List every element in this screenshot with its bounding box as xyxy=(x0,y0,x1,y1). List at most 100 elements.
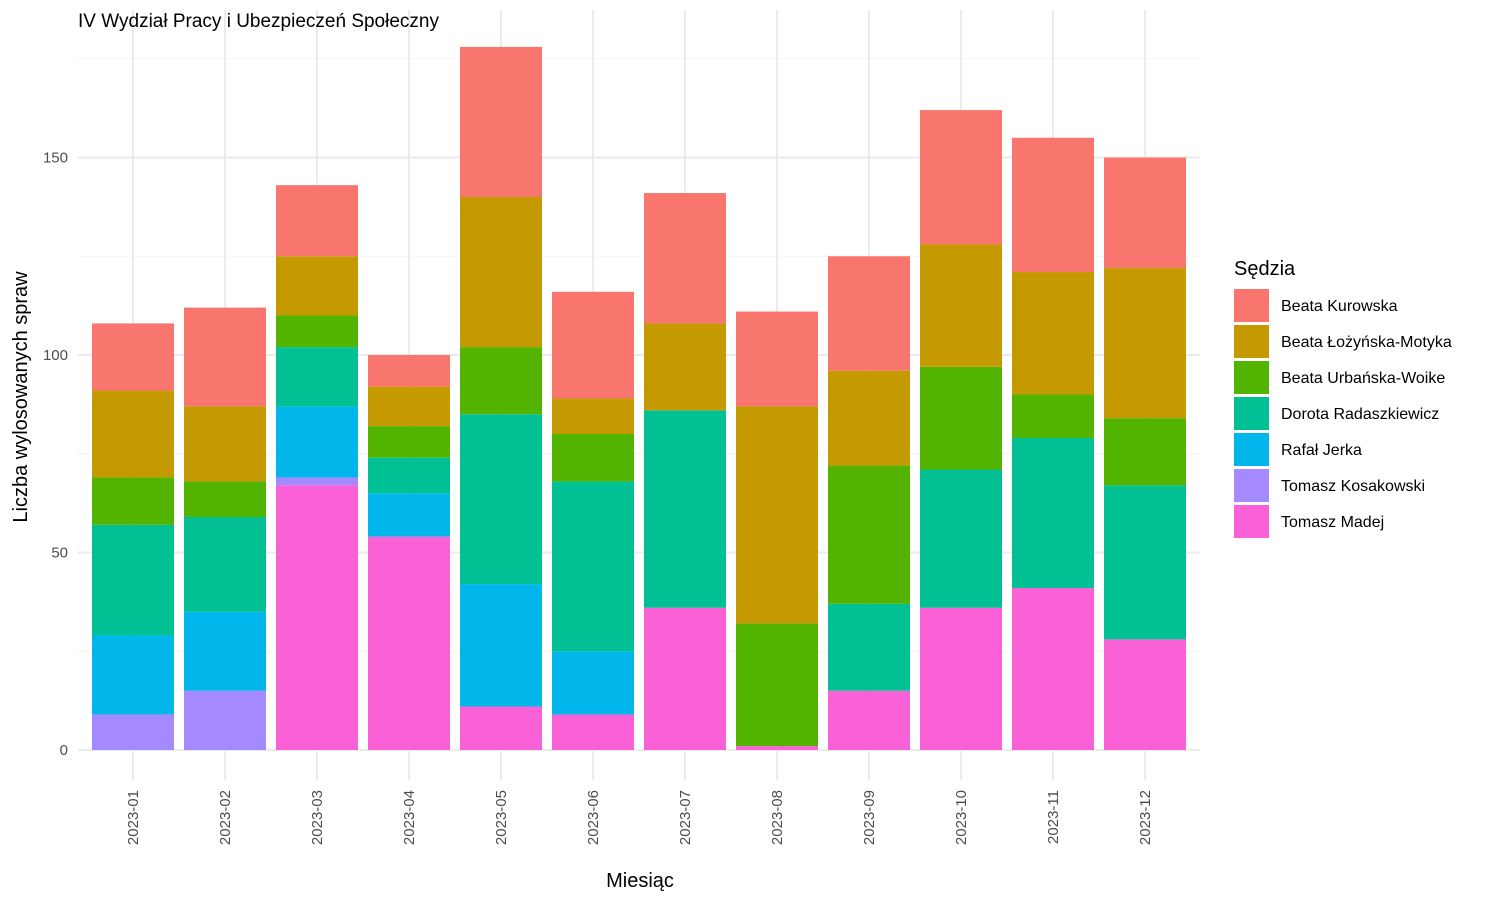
bar-segment xyxy=(184,481,266,517)
bar-segment xyxy=(736,406,818,624)
bar-segment xyxy=(828,256,910,371)
bar-segment xyxy=(92,477,174,525)
y-tick-label: 150 xyxy=(43,150,68,167)
bar-segment xyxy=(920,244,1002,367)
bar-segment xyxy=(276,347,358,407)
legend-label: Dorota Radaszkiewicz xyxy=(1281,406,1439,423)
bar-segment xyxy=(736,311,818,407)
legend-label: Beata Łożyńska-Motyka xyxy=(1281,334,1452,351)
bar-segment xyxy=(1012,137,1094,273)
legend-label: Rafał Jerka xyxy=(1281,442,1362,459)
bar-segment xyxy=(460,706,542,750)
bar-segment xyxy=(184,516,266,612)
bar-segment xyxy=(1012,394,1094,438)
bar-segment xyxy=(460,347,542,415)
legend-title: Sędzia xyxy=(1234,258,1296,280)
y-tick-label: 50 xyxy=(51,545,68,562)
legend-label: Tomasz Madej xyxy=(1281,514,1384,531)
bar-segment xyxy=(920,607,1002,750)
bar-segment xyxy=(460,584,542,707)
bar-segment xyxy=(828,370,910,466)
legend-label: Beata Kurowska xyxy=(1281,298,1398,315)
bar-segment xyxy=(552,651,634,715)
legend: Sędzia Beata Kurowska Beata Łożyńska-Moty… xyxy=(1234,258,1452,538)
bar-segment xyxy=(1012,588,1094,750)
bar-segment xyxy=(92,323,174,391)
legend-swatch xyxy=(1234,469,1269,502)
bar-segment xyxy=(1104,268,1186,419)
bar-segment xyxy=(368,493,450,537)
bar-segment xyxy=(644,410,726,608)
legend-swatch xyxy=(1234,325,1269,358)
legend-label: Beata Urbańska-Woike xyxy=(1281,370,1445,387)
bar-segment xyxy=(276,477,358,486)
y-tick-label: 100 xyxy=(43,347,68,364)
bar-segment xyxy=(1104,639,1186,750)
x-tick-label: 2023-01 xyxy=(125,790,142,845)
bar-segment xyxy=(368,457,450,494)
bar-segment xyxy=(828,603,910,691)
bar-segment xyxy=(92,714,174,750)
bar-segment xyxy=(1012,437,1094,589)
bar-segment xyxy=(276,406,358,478)
bar-segment xyxy=(460,197,542,348)
axes: 0 50 100 150 2023-01 2023-02 2023-03 2023-04 202… xyxy=(43,150,1154,846)
x-tick-label: 2023-09 xyxy=(861,790,878,845)
legend-label: Tomasz Kosakowski xyxy=(1281,478,1425,495)
bar-segment xyxy=(276,485,358,750)
bar-segment xyxy=(552,481,634,652)
x-tick-label: 2023-06 xyxy=(585,790,602,845)
bar-segment xyxy=(552,714,634,750)
bar-segment xyxy=(644,607,726,750)
bar-segment xyxy=(552,398,634,434)
bars xyxy=(92,46,1186,750)
bar-segment xyxy=(1104,418,1186,486)
bar-segment xyxy=(828,465,910,604)
bar-segment xyxy=(368,386,450,427)
bar-segment xyxy=(368,426,450,458)
bar-segment xyxy=(184,611,266,691)
x-tick-label: 2023-12 xyxy=(1137,790,1154,845)
legend-swatch xyxy=(1234,505,1269,538)
bar-segment xyxy=(736,746,818,750)
x-tick-label: 2023-05 xyxy=(493,790,510,845)
bar-segment xyxy=(184,406,266,482)
x-tick-label: 2023-10 xyxy=(953,790,970,845)
x-tick-label: 2023-07 xyxy=(677,790,694,845)
x-tick-label: 2023-03 xyxy=(309,790,326,845)
bar-segment xyxy=(920,366,1002,470)
bar-segment xyxy=(92,390,174,478)
bar-segment xyxy=(92,635,174,715)
bar-segment xyxy=(184,690,266,750)
bar-segment xyxy=(276,315,358,348)
bar-segment xyxy=(1012,272,1094,395)
bar-segment xyxy=(1104,485,1186,640)
legend-swatch xyxy=(1234,433,1269,466)
bar-segment xyxy=(276,256,358,316)
bar-segment xyxy=(1104,157,1186,269)
x-tick-label: 2023-08 xyxy=(769,790,786,845)
bar-segment xyxy=(184,307,266,407)
legend-swatch xyxy=(1234,361,1269,394)
bar-segment xyxy=(920,469,1002,608)
y-axis-title: Liczba wylosowanych spraw xyxy=(10,271,32,523)
bar-segment xyxy=(552,434,634,482)
bar-segment xyxy=(276,185,358,257)
x-tick-label: 2023-04 xyxy=(401,790,418,845)
x-tick-label: 2023-02 xyxy=(217,790,234,845)
bar-segment xyxy=(644,193,726,324)
bar-segment xyxy=(92,524,174,636)
chart-title: IV Wydział Pracy i Ubezpieczeń Społeczny xyxy=(78,11,439,32)
bar-segment xyxy=(552,291,634,399)
y-tick-label: 0 xyxy=(60,742,68,759)
bar-segment xyxy=(460,414,542,585)
bar-segment xyxy=(736,623,818,747)
bar-segment xyxy=(920,110,1002,245)
x-axis-title: Miesiąc xyxy=(606,870,674,892)
x-tick-label: 2023-11 xyxy=(1045,790,1062,844)
legend-swatch xyxy=(1234,397,1269,430)
legend-swatch xyxy=(1234,289,1269,322)
bar-segment xyxy=(368,355,450,387)
